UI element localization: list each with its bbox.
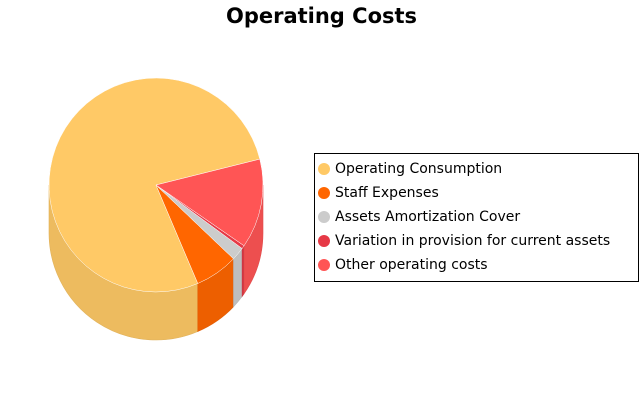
pie-slice	[48, 77, 261, 293]
legend-swatch	[318, 187, 330, 199]
legend-label: Operating Consumption	[335, 161, 503, 177]
pie-slice	[155, 158, 264, 247]
legend-item: Operating Consumption	[318, 157, 638, 181]
pie-sides	[48, 184, 264, 341]
legend-label: Other operating costs	[335, 257, 488, 273]
legend-item: Assets Amortization Cover	[318, 205, 638, 229]
legend-label: Staff Expenses	[335, 185, 439, 201]
legend-item: Other operating costs	[318, 253, 638, 277]
legend-item: Staff Expenses	[318, 181, 638, 205]
legend-swatch	[318, 235, 330, 247]
pie-tops	[48, 77, 264, 293]
legend-swatch	[318, 163, 330, 175]
chart-title: Operating Costs	[225, 4, 418, 28]
legend-label: Assets Amortization Cover	[335, 209, 521, 225]
legend-item: Variation in provision for current asset…	[318, 229, 638, 253]
chart-legend: Operating Consumption Staff Expenses Asset…	[314, 153, 639, 282]
legend-label: Variation in provision for current asset…	[335, 233, 611, 249]
legend-swatch	[318, 211, 330, 223]
legend-swatch	[318, 259, 330, 271]
